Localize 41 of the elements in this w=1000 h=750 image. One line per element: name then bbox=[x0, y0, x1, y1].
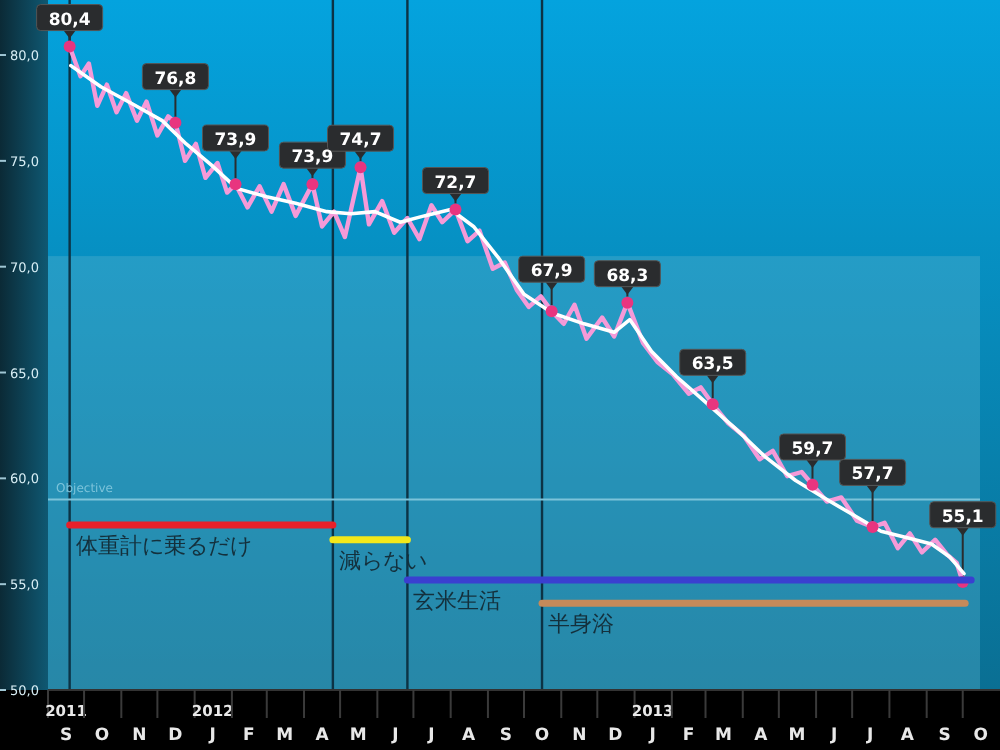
x-tick: S bbox=[938, 726, 951, 746]
data-label: 59,7 bbox=[791, 440, 834, 460]
x-tick: J bbox=[209, 726, 216, 746]
data-label: 73,9 bbox=[291, 148, 334, 169]
x-tick: M bbox=[276, 726, 294, 746]
data-label: 63,5 bbox=[691, 355, 734, 376]
data-label: 76,8 bbox=[154, 69, 197, 90]
x-tick: D bbox=[168, 726, 183, 746]
data-label: 57,7 bbox=[851, 465, 894, 486]
x-tick: A bbox=[754, 726, 768, 746]
data-label: 74,7 bbox=[339, 131, 382, 152]
x-tick: J bbox=[830, 726, 838, 746]
data-label: 80,4 bbox=[48, 10, 91, 31]
x-tick: M bbox=[788, 726, 806, 746]
data-label: 67,9 bbox=[530, 262, 573, 283]
x-tick: J bbox=[649, 726, 656, 746]
x-tick: M bbox=[349, 726, 367, 746]
x-tick: A bbox=[462, 726, 476, 746]
x-tick: O bbox=[94, 726, 110, 746]
x-tick: N bbox=[132, 726, 147, 746]
data-label: 73,9 bbox=[214, 131, 257, 151]
x-tick: F bbox=[242, 726, 255, 746]
x-tick: J bbox=[428, 726, 435, 746]
data-label: 72,7 bbox=[434, 173, 477, 194]
x-tick: D bbox=[608, 726, 623, 746]
series-label: 玄米生活 bbox=[413, 587, 502, 614]
data-label: 68,3 bbox=[606, 266, 649, 287]
x-tick: O bbox=[973, 726, 988, 746]
series-label: 半身浴 bbox=[548, 611, 615, 638]
series-label: 体重計に乗るだけ bbox=[75, 532, 252, 559]
x-tick: S bbox=[59, 726, 73, 746]
x-tick: N bbox=[572, 726, 587, 746]
x-tick: J bbox=[392, 726, 399, 746]
x-tick: A bbox=[315, 726, 329, 746]
x-tick: S bbox=[499, 726, 513, 746]
data-label: 55,1 bbox=[941, 507, 984, 528]
x-tick: A bbox=[900, 726, 915, 746]
x-tick: O bbox=[534, 726, 550, 746]
x-tick: F bbox=[682, 726, 695, 746]
x-tick: J bbox=[867, 726, 874, 746]
x-tick: M bbox=[715, 726, 732, 746]
